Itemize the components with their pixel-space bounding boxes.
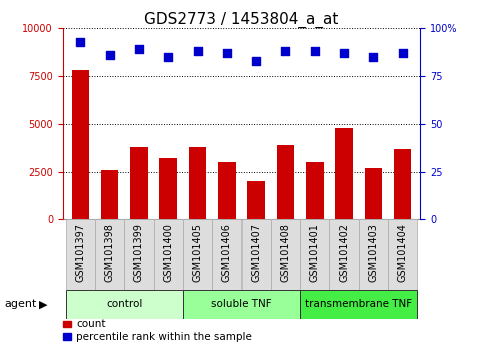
Point (340, 50, 348, 56)
Point (135, 46, 143, 52)
Point (106, 52, 114, 58)
Bar (247, 181, 265, 219)
Bar (306, 162, 324, 219)
Text: GSM101401: GSM101401 (310, 223, 320, 282)
Bar (394, 149, 412, 219)
Bar (329, 219, 359, 290)
Bar (154, 219, 183, 290)
Text: control: control (106, 299, 142, 309)
Text: soluble TNF: soluble TNF (211, 299, 272, 309)
Bar (365, 168, 382, 219)
Text: GSM101398: GSM101398 (105, 223, 114, 282)
Bar (183, 290, 300, 319)
Bar (66, 290, 183, 319)
Bar (159, 158, 177, 219)
Bar (277, 145, 294, 219)
Text: GSM101407: GSM101407 (251, 223, 261, 282)
Bar (124, 219, 154, 290)
Text: GSM101399: GSM101399 (134, 223, 144, 282)
Bar (66, 219, 95, 290)
Bar (335, 128, 353, 219)
Bar (388, 219, 417, 290)
Text: GSM101400: GSM101400 (163, 223, 173, 282)
Text: GSM101402: GSM101402 (339, 223, 349, 282)
Point (194, 48, 201, 54)
Bar (130, 147, 148, 219)
Point (223, 50, 231, 56)
Point (399, 50, 407, 56)
Point (164, 54, 172, 60)
Bar (300, 219, 329, 290)
Bar (271, 219, 300, 290)
Bar (218, 162, 236, 219)
Bar (101, 170, 118, 219)
Text: GSM101408: GSM101408 (281, 223, 290, 282)
Title: GDS2773 / 1453804_a_at: GDS2773 / 1453804_a_at (144, 12, 339, 28)
Point (76, 39, 84, 45)
Bar (183, 219, 212, 290)
Text: GSM101404: GSM101404 (398, 223, 408, 282)
Text: agent: agent (5, 299, 37, 309)
Text: transmembrane TNF: transmembrane TNF (305, 299, 412, 309)
Text: GSM101397: GSM101397 (75, 223, 85, 282)
Bar (212, 219, 242, 290)
Text: count: count (76, 319, 106, 329)
Bar (71, 70, 89, 219)
Text: ▶: ▶ (39, 299, 47, 309)
Bar (300, 290, 417, 319)
Point (311, 48, 319, 54)
Text: GSM101403: GSM101403 (369, 223, 378, 282)
Point (369, 54, 377, 60)
Text: GSM101406: GSM101406 (222, 223, 232, 282)
Bar (242, 219, 271, 290)
Bar (95, 219, 124, 290)
Text: GSM101405: GSM101405 (193, 223, 202, 282)
Point (282, 48, 289, 54)
Point (252, 58, 260, 64)
Bar (359, 219, 388, 290)
Bar (189, 147, 206, 219)
Text: percentile rank within the sample: percentile rank within the sample (76, 332, 252, 342)
